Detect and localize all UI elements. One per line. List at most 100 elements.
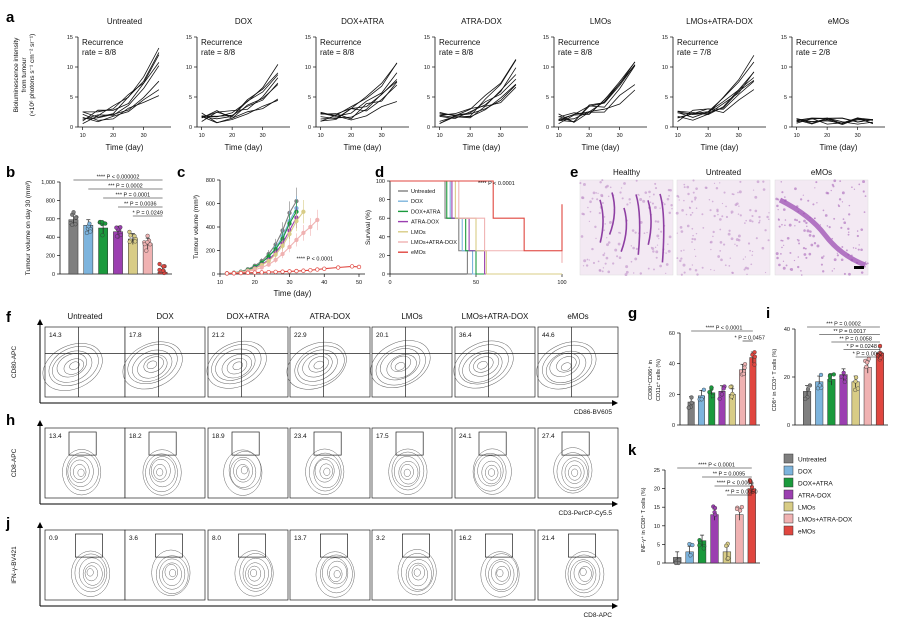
gate-percentage: 3.2 [376,535,385,542]
data-point [728,384,733,390]
cell-nucleus [789,252,791,254]
cell-nucleus [820,263,823,266]
cell-nucleus [596,198,599,201]
gate-percentage: 14.3 [49,332,62,339]
cell-nucleus [723,243,726,246]
cell-nucleus [751,254,753,257]
cell-nucleus [670,204,673,207]
cell-nucleus [836,252,838,254]
y-tick-label: 0 [308,125,311,131]
cell-nucleus [856,234,859,238]
flow-rows: CD80-APC CD86-BV605 Untreated 14.3 DOX 17.8 DO… [11,312,619,619]
y-tick-label: 1,000 [41,180,55,186]
gate-percentage: 17.5 [376,433,389,440]
cell-nucleus [717,255,721,258]
cell-nucleus [810,243,814,247]
legend-swatch [783,465,794,476]
cell-nucleus [628,198,631,201]
data-point [729,394,734,399]
cell-nucleus [803,253,807,256]
cell-nucleus [858,244,860,246]
data-point [133,239,138,244]
cell-nucleus [595,192,598,194]
data-point [115,234,120,239]
data-point [287,244,292,250]
contour-line [386,354,417,379]
contour-line [398,461,419,485]
cell-nucleus [666,197,670,201]
legend-label: ATRA-DOX [411,220,439,226]
svg-text:from tumour: from tumour [21,57,28,93]
mouse-curve [82,52,160,118]
cell-nucleus [751,220,754,223]
data-point [699,397,704,402]
flow-plot [537,427,619,499]
panel-a-group: Untreated 0 5 10 15 10 20 30 Time (day) Recurrenc… [67,17,885,152]
cell-nucleus [663,203,666,206]
legend-label: DOX+ATRA [411,209,441,215]
x-tick-label: 20 [252,280,258,286]
contour-line [234,550,274,597]
cell-nucleus [687,192,690,196]
cell-nucleus [694,198,696,201]
cell-nucleus [605,256,609,260]
mouse-curve [82,95,160,121]
cell-nucleus [639,197,643,201]
gate-percentage: 3.6 [129,535,138,542]
cell-nucleus [586,258,589,261]
cell-nucleus [782,208,786,211]
p-value-label: ** P = 0.0017 [833,329,865,335]
cell-nucleus [719,249,722,252]
cell-nucleus [853,188,856,190]
cell-nucleus [579,182,582,185]
mouse-curve [82,65,160,120]
cell-nucleus [597,260,600,263]
cell-nucleus [659,264,662,268]
cell-nucleus [701,213,704,216]
contour-line [388,448,428,495]
cell-nucleus [840,226,843,229]
cell-nucleus [598,212,601,215]
cell-nucleus [833,268,835,270]
contour-line [323,467,331,476]
contour-line [151,549,191,596]
cell-nucleus [836,254,839,257]
y-tick-label: 15 [67,35,73,41]
contour-line [132,349,173,382]
y-tick-label: 600 [46,217,55,223]
y-tick-label: 10 [424,65,430,71]
cell-nucleus [860,271,864,274]
svg-text:Bioluminescence intensity: Bioluminescence intensity [13,37,20,113]
flow-plot [454,326,536,398]
y-tick-label: 10 [186,65,192,71]
cell-nucleus [685,213,688,216]
cell-nucleus [751,250,754,253]
legend-swatch [783,513,794,524]
mouse-curve [677,79,755,116]
cell-nucleus [842,218,845,221]
flow-group-title: ATRA-DOX [310,312,351,321]
data-point [259,270,264,275]
histology-title: Healthy [613,168,640,177]
contour-line [66,452,99,491]
cell-nucleus [683,183,686,186]
cell-nucleus [847,231,850,234]
cell-nucleus [594,225,597,229]
y-tick-label: 20 [654,487,660,493]
cell-nucleus [762,188,766,191]
contour-line [495,565,509,582]
panel-label-d: d [375,164,384,181]
data-point [712,505,718,511]
cell-nucleus [603,229,606,232]
mouse-curve [82,80,160,120]
contour-line [413,568,421,577]
y-tick-label: 0 [665,125,668,131]
cell-nucleus [648,190,651,194]
contour-line [228,451,262,490]
cell-nucleus [592,261,596,265]
data-point [748,479,753,484]
p-value-label: * P = 0.0457 [735,336,765,342]
y-tick-label: 0 [52,272,55,278]
gate-box [68,431,97,456]
mouse-curve [796,117,874,125]
